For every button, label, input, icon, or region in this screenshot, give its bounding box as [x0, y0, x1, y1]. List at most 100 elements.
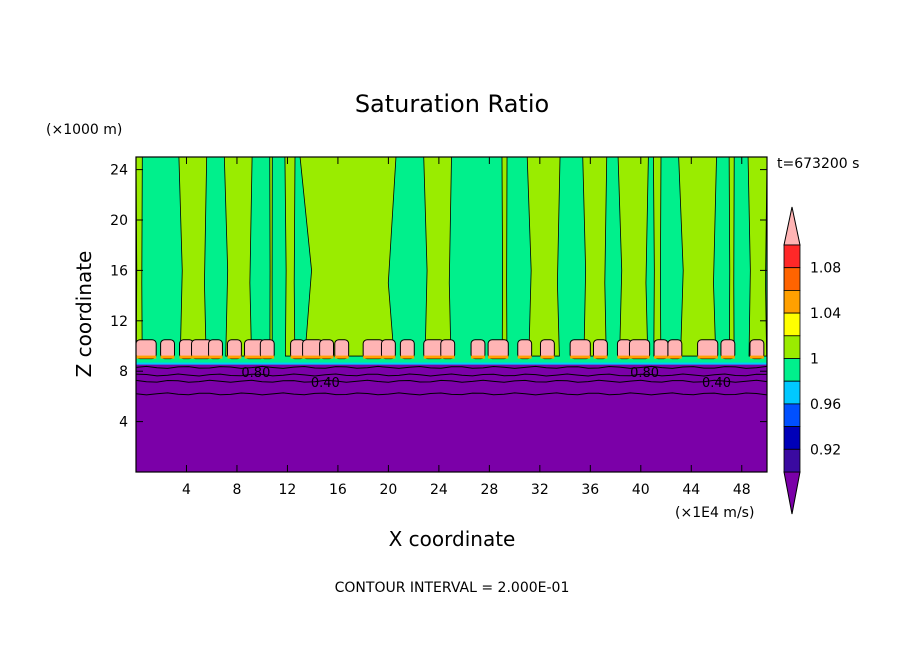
x-tick-label: 16 [329, 482, 347, 498]
blob-edge [440, 355, 455, 359]
contour-label: 0.80 [241, 366, 270, 381]
colorbar-label: 0.92 [810, 442, 841, 458]
blob-edge [244, 355, 265, 359]
x-tick-label: 48 [733, 482, 751, 498]
x-tick-label: 20 [379, 482, 397, 498]
blob-edge [570, 355, 591, 359]
x-tick-label: 36 [581, 482, 599, 498]
colorbar-segment [783, 267, 801, 291]
y-axis-title: Z coordinate [72, 251, 96, 378]
blob-edge [191, 355, 212, 359]
x-tick-label: 8 [232, 482, 241, 498]
blob-edge [471, 355, 485, 359]
blob-edge [488, 355, 509, 359]
band-region [678, 157, 717, 357]
contour-line [136, 392, 767, 396]
blob-edge [319, 355, 334, 359]
colorbar: 1.08 1.04 1 0.96 0.92 [783, 206, 841, 515]
x-tick-label: 24 [430, 482, 448, 498]
colorbar-label: 1 [810, 352, 819, 368]
blob-edge [179, 355, 194, 359]
x-tick-label: 32 [531, 482, 549, 498]
colorbar-label: 1.08 [810, 261, 841, 277]
blob-edge [227, 355, 242, 359]
blob-edge [136, 355, 157, 359]
y-axis-ticks: 4 8 12 16 20 24 [110, 163, 767, 431]
colorbar-segment [783, 312, 801, 337]
band-region [136, 157, 143, 357]
band-region [617, 157, 649, 357]
blob-edge [629, 355, 650, 359]
blob-edge [302, 355, 323, 359]
blob-edge [593, 355, 608, 359]
blob-edge [697, 355, 718, 359]
y-tick-label: 4 [119, 415, 128, 431]
colorbar-label: 0.96 [810, 397, 841, 413]
contour-interval-footer: CONTOUR INTERVAL = 2.000E-01 [335, 580, 570, 596]
blob-edge [160, 355, 175, 359]
blob-edge [381, 355, 396, 359]
x-unit-label: (×1E4 m/s) [675, 505, 754, 521]
colorbar-segment [783, 358, 801, 382]
plot-frame [135, 156, 768, 473]
colorbar-segment [783, 335, 801, 359]
band-region [269, 157, 273, 357]
band-region [582, 157, 608, 357]
colorbar-segment [783, 244, 801, 269]
band-region [223, 157, 253, 357]
x-tick-label: 28 [480, 482, 498, 498]
blob-edge [749, 355, 764, 359]
x-axis-ticks: 4 8 12 16 20 24 28 32 36 40 44 48 [182, 157, 751, 498]
blob-edge [334, 355, 349, 359]
blob-edge [400, 355, 415, 359]
band-region [284, 157, 296, 357]
x-tick-label: 12 [279, 482, 297, 498]
contour-line [136, 373, 767, 377]
colorbar-segment [783, 380, 801, 405]
contour-label: 0.80 [630, 366, 659, 381]
contour-line [136, 379, 767, 383]
colorbar-segment [783, 289, 801, 314]
blob-edge [260, 355, 275, 359]
blob-edge [617, 355, 632, 359]
blob-edge [540, 355, 555, 359]
blob-edge [363, 355, 384, 359]
blob-edge [667, 355, 682, 359]
blob-edge [423, 355, 444, 359]
band-region [747, 157, 767, 357]
x-tick-label: 4 [182, 482, 191, 498]
blob-edge [290, 355, 305, 359]
band-region [501, 157, 508, 357]
x-tick-label: 40 [632, 482, 650, 498]
contour-line [136, 365, 767, 369]
band-region [653, 157, 662, 357]
colorbar-top-arrow [783, 206, 801, 246]
y-tick-label: 24 [110, 163, 128, 179]
blob-edge [654, 355, 668, 359]
x-axis-title: X coordinate [389, 527, 516, 551]
colorbar-segment [783, 426, 801, 450]
blob-edge [720, 355, 735, 359]
band-region [728, 157, 735, 357]
blob-edge [517, 355, 532, 359]
plot-area: 0.80 0.40 0.80 0.40 [135, 156, 768, 473]
y-tick-label: 8 [119, 364, 128, 380]
time-label: t=673200 s [777, 156, 859, 172]
colorbar-segment [783, 448, 801, 473]
chart-title: Saturation Ratio [355, 90, 549, 118]
band-region [178, 157, 208, 357]
y-tick-label: 12 [110, 314, 128, 330]
band-region [299, 157, 397, 357]
y-tick-label: 16 [110, 263, 128, 279]
x-tick-label: 44 [682, 482, 700, 498]
lower-layer-region [136, 363, 767, 472]
band-region [526, 157, 561, 357]
contour-label: 0.40 [311, 376, 340, 391]
colorbar-label: 1.04 [810, 306, 841, 322]
blob-edge [208, 355, 223, 359]
colorbar-bottom-arrow [783, 471, 801, 515]
colorbar-segment [783, 403, 801, 427]
band-region [423, 157, 452, 357]
y-unit-label: (×1000 m) [46, 122, 122, 138]
